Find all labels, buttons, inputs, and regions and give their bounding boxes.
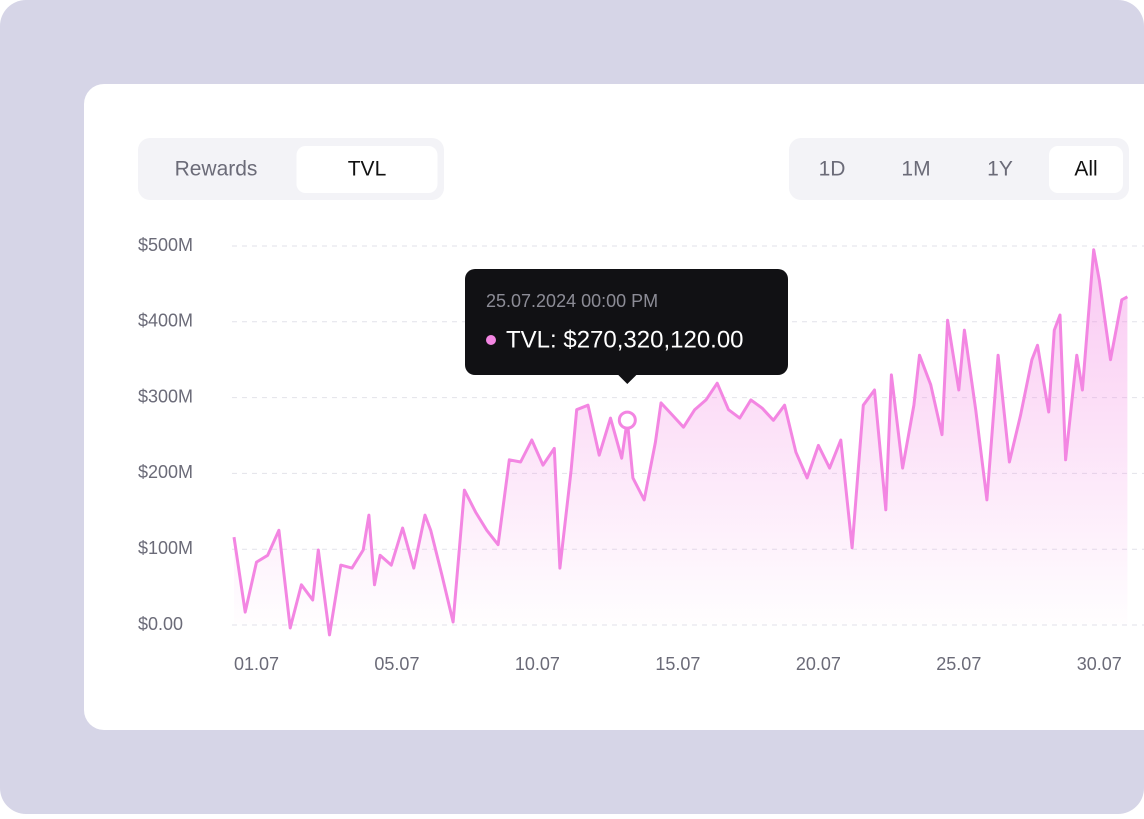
- x-tick-label: 30.07: [1077, 654, 1122, 674]
- tooltip-date: 25.07.2024 00:00 PM: [486, 291, 658, 311]
- x-tick-label: 15.07: [655, 654, 700, 674]
- y-tick-label: $300M: [138, 386, 193, 406]
- y-tick-label: $200M: [138, 462, 193, 482]
- tooltip-box: [465, 269, 788, 375]
- area: [234, 249, 1128, 635]
- y-tick-label: $100M: [138, 538, 193, 558]
- range-button[interactable]: 1M: [901, 158, 930, 181]
- range-active-bg: [1049, 146, 1123, 193]
- tooltip-arrow: [617, 374, 638, 384]
- tooltip-dot: [486, 335, 496, 345]
- tab[interactable]: TVL: [348, 158, 387, 181]
- range-group: [789, 138, 1129, 200]
- range-button[interactable]: All: [1074, 158, 1097, 181]
- x-tick-label: 05.07: [374, 654, 419, 674]
- line: [232, 248, 1129, 637]
- highlight-point: [617, 410, 637, 430]
- y-tick-label: $0.00: [138, 614, 183, 634]
- x-tick-label: 20.07: [796, 654, 841, 674]
- x-tick-label: 10.07: [515, 654, 560, 674]
- range-button[interactable]: 1D: [819, 158, 846, 181]
- y-tick-label: $500M: [138, 235, 193, 255]
- x-tick-label: 01.07: [234, 654, 279, 674]
- tooltip-value: TVL: $270,320,120.00: [506, 326, 744, 353]
- y-tick-label: $400M: [138, 311, 193, 331]
- range-button[interactable]: 1Y: [987, 158, 1013, 181]
- tab[interactable]: Rewards: [175, 158, 258, 181]
- tab-active-bg: [296, 146, 438, 193]
- x-tick-label: 25.07: [936, 654, 981, 674]
